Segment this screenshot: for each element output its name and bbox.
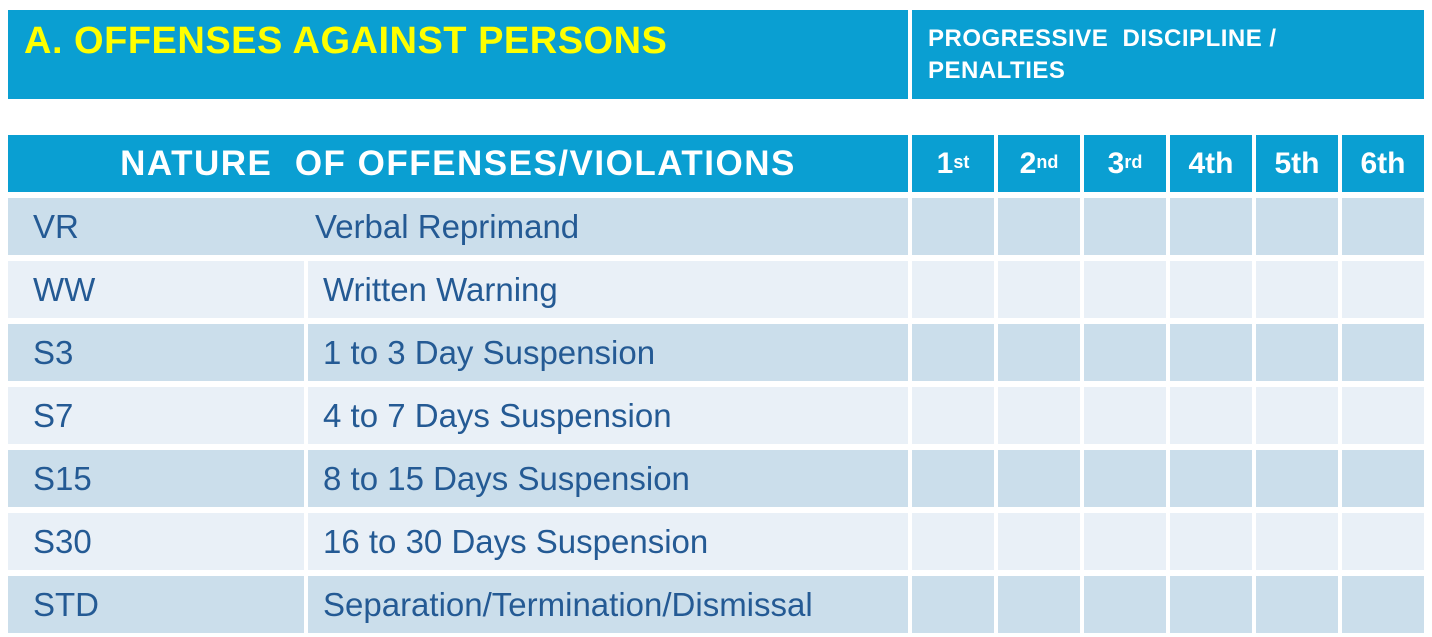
penalty-cell-ww-1st: [912, 261, 994, 318]
penalty-cell-vr-3rd: [1084, 198, 1166, 255]
offense-description: 1 to 3 Day Suspension: [308, 324, 908, 381]
ordinal-suffix: st: [953, 151, 970, 172]
penalty-cell-ww-2nd: [998, 261, 1080, 318]
penalty-cell-s7-4th: [1170, 387, 1252, 444]
penalty-cell-vr-6th: [1342, 198, 1424, 255]
penalty-cell-ww-4th: [1170, 261, 1252, 318]
offense-code: WW: [8, 261, 304, 318]
penalty-cell-std-5th: [1256, 576, 1338, 633]
table-row-vr-label: VR Verbal Reprimand: [8, 198, 908, 255]
penalty-cell-s30-4th: [1170, 513, 1252, 570]
offense-description: Written Warning: [308, 261, 908, 318]
ordinal-base: 5th: [1274, 146, 1320, 180]
penalty-cell-s30-6th: [1342, 513, 1424, 570]
offense-code: VR: [33, 207, 79, 245]
penalty-cell-vr-2nd: [998, 198, 1080, 255]
offense-code: S7: [8, 387, 304, 444]
ordinal-base: 2: [1019, 146, 1037, 180]
penalty-cell-vr-4th: [1170, 198, 1252, 255]
ordinal-base: 1: [936, 146, 954, 180]
col-header-6th: 6th: [1342, 135, 1424, 192]
penalty-cell-vr-1st: [912, 198, 994, 255]
penalty-cell-s3-3rd: [1084, 324, 1166, 381]
penalty-cell-std-4th: [1170, 576, 1252, 633]
ordinal-suffix: rd: [1124, 151, 1143, 172]
penalty-cell-std-2nd: [998, 576, 1080, 633]
ordinal-base: 6th: [1360, 146, 1406, 180]
penalty-cell-s7-1st: [912, 387, 994, 444]
penalty-cell-s30-2nd: [998, 513, 1080, 570]
offense-code: S15: [8, 450, 304, 507]
penalty-cell-ww-5th: [1256, 261, 1338, 318]
penalties-header-line2: PENALTIES: [928, 56, 1066, 84]
penalty-cell-s15-2nd: [998, 450, 1080, 507]
top-header-band: A. OFFENSES AGAINST PERSONS PROGRESSIVE …: [8, 10, 1424, 99]
penalty-cell-std-3rd: [1084, 576, 1166, 633]
offense-description: 4 to 7 Days Suspension: [308, 387, 908, 444]
col-header-5th: 5th: [1256, 135, 1338, 192]
penalty-cell-s15-5th: [1256, 450, 1338, 507]
offense-description: 16 to 30 Days Suspension: [308, 513, 908, 570]
penalty-cell-s15-1st: [912, 450, 994, 507]
penalty-cell-s15-3rd: [1084, 450, 1166, 507]
offense-code: S30: [8, 513, 304, 570]
penalty-cell-s15-6th: [1342, 450, 1424, 507]
col-header-4th: 4th: [1170, 135, 1252, 192]
penalty-cell-std-1st: [912, 576, 994, 633]
offense-description: 8 to 15 Days Suspension: [308, 450, 908, 507]
penalty-cell-s7-6th: [1342, 387, 1424, 444]
section-title: A. OFFENSES AGAINST PERSONS: [8, 10, 908, 99]
penalty-cell-s7-3rd: [1084, 387, 1166, 444]
offense-code: STD: [8, 576, 304, 633]
penalty-cell-s30-3rd: [1084, 513, 1166, 570]
penalty-cell-vr-5th: [1256, 198, 1338, 255]
penalty-cell-s3-4th: [1170, 324, 1252, 381]
penalty-cell-s3-6th: [1342, 324, 1424, 381]
penalty-cell-s30-5th: [1256, 513, 1338, 570]
penalty-cell-std-6th: [1342, 576, 1424, 633]
penalty-cell-s3-2nd: [998, 324, 1080, 381]
offense-description: Verbal Reprimand: [315, 207, 580, 245]
penalties-header-line1: PROGRESSIVE DISCIPLINE /: [928, 24, 1277, 52]
offense-code: S3: [8, 324, 304, 381]
penalty-cell-s15-4th: [1170, 450, 1252, 507]
penalty-cell-s7-5th: [1256, 387, 1338, 444]
nature-of-offenses-header: NATURE OF OFFENSES/VIOLATIONS: [8, 135, 908, 192]
penalties-header: PROGRESSIVE DISCIPLINE / PENALTIES: [912, 10, 1424, 99]
penalty-cell-s3-1st: [912, 324, 994, 381]
penalty-cell-s3-5th: [1256, 324, 1338, 381]
penalty-cell-ww-3rd: [1084, 261, 1166, 318]
penalty-cell-ww-6th: [1342, 261, 1424, 318]
penalty-cell-s7-2nd: [998, 387, 1080, 444]
offense-description: Separation/Termination/Dismissal: [308, 576, 908, 633]
ordinal-base: 4th: [1188, 146, 1234, 180]
penalty-cell-s30-1st: [912, 513, 994, 570]
ordinal-suffix: nd: [1036, 151, 1059, 172]
ordinal-base: 3: [1107, 146, 1125, 180]
